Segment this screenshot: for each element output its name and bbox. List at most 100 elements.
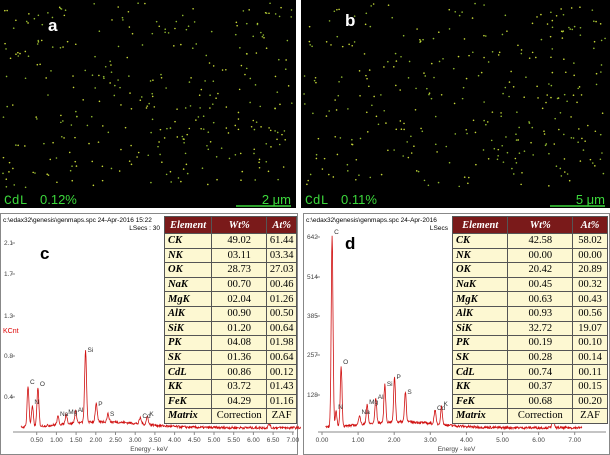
map-dot	[437, 181, 440, 184]
map-dot	[365, 12, 368, 15]
map-dot	[274, 75, 277, 78]
table-cell: OK	[163, 262, 213, 278]
map-dot	[160, 73, 162, 76]
table-cell: 27.03	[266, 262, 297, 278]
map-dot	[504, 86, 507, 89]
map-dot	[269, 129, 272, 132]
map-dot	[436, 151, 438, 153]
map-dot	[594, 130, 597, 133]
map-dot	[210, 30, 213, 33]
map-dot	[498, 51, 501, 54]
map-dot	[212, 80, 215, 83]
map-dot	[241, 170, 244, 173]
map-dot	[52, 141, 54, 144]
map-dot	[185, 163, 188, 166]
map-dot	[76, 115, 78, 118]
map-element: CdL	[4, 193, 27, 208]
table-cell: 61.44	[266, 233, 297, 249]
map-dot	[124, 126, 127, 129]
map-dot	[434, 143, 437, 146]
map-dot	[400, 55, 402, 58]
map-dot	[308, 25, 311, 28]
peak-label: Cd	[142, 413, 151, 420]
table-cell: PK	[451, 335, 509, 351]
map-dot	[33, 17, 36, 20]
map-dot	[501, 144, 504, 147]
map-dot	[330, 44, 332, 46]
map-dot	[189, 105, 192, 107]
peak-label: C	[334, 229, 339, 236]
map-dot	[313, 79, 316, 82]
map-dot	[58, 6, 61, 9]
map-dot	[88, 142, 90, 145]
table-cell: 00.00	[507, 247, 574, 264]
x-tick-label: 0.00	[316, 437, 329, 444]
table-cell: SiK	[163, 320, 213, 337]
map-dot	[417, 170, 420, 173]
table-row: KK 00.37 00.15	[451, 378, 608, 395]
map-dot	[536, 85, 538, 88]
x-tick-label: 0.50	[30, 437, 43, 444]
map-dot	[74, 136, 76, 139]
map-dot	[283, 130, 286, 132]
table-row: MgK 00.63 00.43	[451, 291, 608, 307]
map-dot	[328, 110, 330, 112]
map-dot	[416, 28, 418, 30]
map-dot	[550, 11, 552, 14]
map-dot	[394, 52, 397, 55]
table-cell: 20.89	[572, 262, 608, 278]
map-dot	[268, 127, 270, 129]
map-dot	[130, 144, 132, 147]
map-dot	[269, 2, 271, 5]
map-dot	[569, 28, 572, 30]
map-dot	[192, 8, 194, 10]
map-dot	[497, 54, 500, 56]
map-dot	[602, 172, 605, 175]
map-dot	[458, 14, 461, 17]
map-dot	[568, 179, 571, 182]
map-dot	[424, 75, 427, 77]
map-dot	[504, 14, 507, 17]
map-dot	[304, 103, 306, 105]
map-dot	[502, 161, 505, 163]
map-dot	[155, 20, 158, 23]
map-dot	[117, 6, 120, 8]
map-dot	[2, 172, 4, 175]
map-dot	[321, 168, 324, 170]
map-dot	[448, 8, 451, 11]
map-dot	[62, 46, 64, 48]
map-dot	[47, 12, 49, 14]
map-dot	[383, 109, 386, 112]
map-dot	[225, 68, 227, 71]
map-dot	[90, 115, 93, 118]
map-dot	[309, 43, 311, 46]
x-tick-label: 2.50	[109, 437, 122, 444]
table-cell: 00.86	[211, 364, 268, 380]
table-cell: 01.36	[211, 349, 268, 366]
map-dot	[128, 26, 131, 28]
map-dot	[517, 139, 520, 141]
map-dot	[369, 25, 372, 28]
map-dot	[72, 75, 74, 77]
map-dot	[101, 179, 104, 182]
map-dot	[119, 86, 121, 89]
map-dot	[255, 52, 258, 54]
map-dot	[332, 176, 335, 178]
map-dot	[145, 107, 148, 109]
map-dot	[466, 132, 468, 135]
map-background	[301, 0, 610, 208]
y-tick-label: 514	[307, 274, 318, 281]
map-dot	[593, 20, 595, 22]
map-dot	[60, 8, 63, 10]
map-dot	[197, 116, 200, 118]
map-dot	[276, 91, 279, 93]
map-dot	[234, 153, 237, 156]
map-dot	[237, 128, 240, 131]
map-dot	[407, 156, 410, 159]
map-dot	[471, 17, 474, 19]
map-dot	[240, 179, 242, 182]
table-cell: SK	[163, 349, 213, 366]
map-dot	[198, 94, 201, 97]
map-dot	[212, 65, 215, 67]
map-dot	[186, 172, 189, 175]
